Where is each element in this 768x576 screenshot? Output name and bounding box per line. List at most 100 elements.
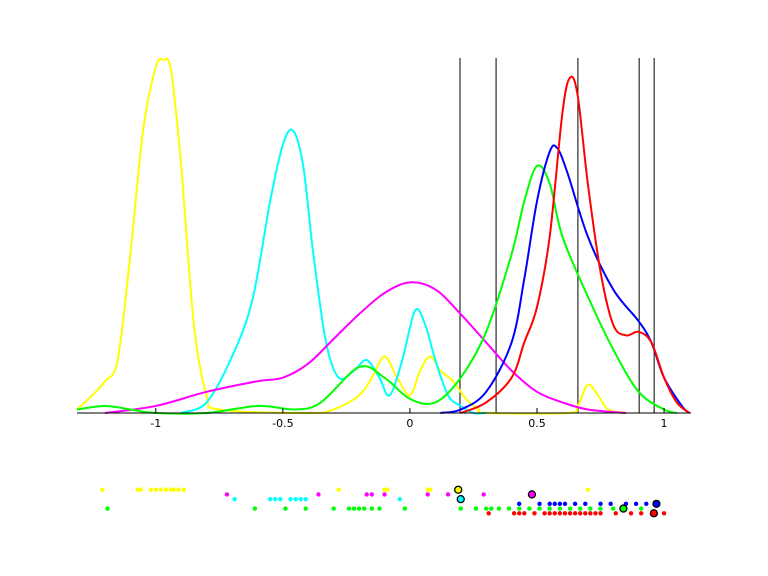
point — [532, 511, 537, 516]
point — [537, 506, 542, 511]
point — [382, 492, 387, 497]
point — [547, 501, 552, 507]
highlighted-point — [619, 504, 628, 513]
point — [517, 501, 522, 507]
point — [369, 492, 375, 497]
point — [577, 506, 583, 511]
point — [384, 487, 390, 492]
point — [547, 511, 552, 516]
point — [224, 492, 230, 497]
x-tick-label: -0.5 — [272, 417, 293, 430]
point — [148, 487, 153, 492]
point — [361, 506, 367, 511]
density-curve — [76, 57, 627, 415]
point — [176, 487, 181, 492]
point — [377, 506, 382, 511]
point — [562, 501, 568, 507]
point — [613, 511, 618, 516]
point — [608, 501, 613, 507]
point — [425, 492, 430, 497]
density-curve — [440, 144, 691, 414]
point — [522, 511, 527, 516]
point — [171, 487, 176, 492]
point — [661, 511, 667, 516]
point — [638, 511, 644, 516]
point — [481, 492, 486, 497]
point — [428, 487, 433, 492]
point — [331, 506, 336, 511]
point — [583, 501, 588, 507]
point — [638, 506, 644, 511]
point — [562, 511, 568, 516]
point — [527, 506, 532, 511]
point — [100, 487, 105, 492]
point — [293, 496, 298, 502]
point — [369, 506, 375, 511]
point — [163, 487, 169, 492]
point — [364, 492, 369, 497]
point — [567, 506, 573, 511]
x-tick-label: -1 — [150, 417, 161, 430]
point — [542, 511, 547, 516]
highlighted-point — [652, 499, 661, 509]
point — [517, 506, 522, 511]
point — [567, 511, 573, 516]
point — [346, 506, 352, 511]
point — [356, 506, 362, 511]
point — [633, 501, 639, 507]
point — [316, 492, 321, 497]
highlighted-point — [456, 494, 465, 504]
point — [644, 501, 649, 507]
x-tick-label: 0.5 — [528, 417, 546, 430]
point — [547, 506, 552, 511]
point — [288, 496, 293, 502]
density-curve — [460, 75, 691, 414]
point — [588, 511, 593, 516]
point — [517, 511, 522, 516]
highlighted-point — [454, 485, 463, 494]
point — [483, 506, 489, 511]
point — [267, 496, 273, 502]
point — [557, 506, 563, 511]
point — [583, 511, 588, 516]
point — [303, 496, 308, 502]
point — [489, 506, 494, 511]
point — [552, 501, 557, 507]
point — [458, 506, 463, 511]
point — [557, 501, 563, 507]
point — [473, 506, 479, 511]
highlighted-point — [649, 509, 659, 518]
point — [158, 487, 164, 492]
point — [611, 506, 616, 511]
point — [273, 496, 278, 502]
density-curve — [104, 281, 627, 414]
x-tick-label: 0 — [406, 417, 413, 430]
point — [105, 506, 110, 511]
point — [303, 506, 308, 511]
density-curve — [76, 164, 678, 415]
point — [628, 511, 634, 516]
point — [496, 506, 502, 511]
point — [537, 501, 542, 507]
point — [336, 487, 341, 492]
x-tick-label: 1 — [661, 417, 668, 430]
point — [283, 506, 288, 511]
point — [511, 511, 517, 516]
highlighted-point — [527, 490, 537, 499]
point — [351, 506, 357, 511]
point — [278, 496, 283, 502]
point — [486, 511, 491, 516]
point — [445, 492, 451, 497]
point — [598, 506, 603, 511]
point — [402, 506, 408, 511]
point — [506, 506, 512, 511]
point — [252, 506, 258, 511]
point — [138, 487, 143, 492]
point — [232, 496, 237, 502]
point — [593, 511, 598, 516]
point — [585, 487, 591, 492]
point — [598, 501, 603, 507]
point — [598, 511, 603, 516]
point — [572, 511, 578, 516]
